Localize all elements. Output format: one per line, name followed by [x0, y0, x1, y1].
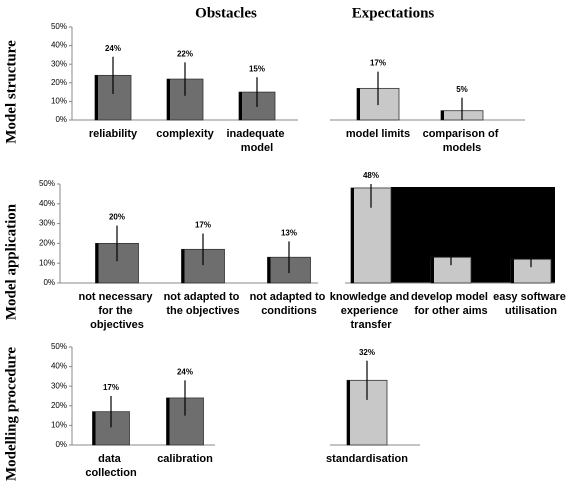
column-title: Expectations: [352, 5, 435, 21]
column-title: Obstacles: [195, 5, 257, 21]
y-tick-label: 0%: [55, 115, 67, 124]
x-tick-label: reliability: [89, 128, 138, 140]
x-tick-label: data collection: [85, 453, 137, 479]
y-tick-label: 40%: [51, 362, 67, 371]
y-tick-label: 20%: [51, 401, 67, 410]
x-tick-label: develop model for other aims: [411, 291, 491, 317]
value-label: 17%: [370, 59, 386, 68]
y-tick-label: 10%: [39, 258, 55, 267]
row-title: Model application: [3, 203, 19, 320]
x-tick-label: model limits: [346, 128, 410, 140]
y-tick-label: 30%: [51, 381, 67, 390]
y-tick-label: 30%: [39, 219, 55, 228]
x-tick-label: standardisation: [326, 453, 408, 465]
value-label: 24%: [105, 44, 121, 53]
value-label: 15%: [249, 64, 265, 73]
y-tick-label: 30%: [51, 59, 67, 68]
y-tick-label: 10%: [51, 97, 67, 106]
value-label: 32%: [359, 348, 375, 357]
y-tick-label: 20%: [39, 239, 55, 248]
x-tick-label: inadequate model: [226, 128, 287, 154]
x-tick-label: not adapted to the objectives: [164, 291, 243, 317]
y-tick-label: 0%: [55, 440, 67, 449]
y-tick-label: 50%: [51, 342, 67, 351]
value-label: 48%: [363, 171, 379, 180]
y-tick-label: 20%: [51, 78, 67, 87]
y-tick-label: 50%: [51, 22, 67, 31]
x-tick-label: not adapted to conditions: [250, 291, 329, 317]
value-label: 5%: [456, 85, 468, 94]
y-tick-label: 50%: [39, 179, 55, 188]
x-tick-label: knowledge and experience transfer: [330, 291, 413, 331]
x-tick-label: easy software utilisation: [493, 291, 569, 317]
y-tick-label: 0%: [43, 278, 55, 287]
value-label: 13%: [281, 229, 297, 238]
row-title: Modelling procedure: [3, 347, 19, 481]
x-tick-label: calibration: [157, 453, 213, 465]
y-tick-label: 40%: [51, 41, 67, 50]
x-tick-label: not necessary for the objectives: [78, 291, 155, 331]
value-label: 20%: [109, 213, 125, 222]
y-tick-label: 40%: [39, 199, 55, 208]
value-label: 17%: [103, 383, 119, 392]
row-title: Model structure: [3, 40, 19, 144]
y-tick-label: 10%: [51, 421, 67, 430]
value-label: 24%: [177, 367, 193, 376]
value-label: 22%: [177, 49, 193, 58]
x-tick-label: complexity: [156, 128, 214, 140]
x-tick-label: comparison of models: [423, 128, 502, 154]
value-label: 17%: [195, 221, 211, 230]
